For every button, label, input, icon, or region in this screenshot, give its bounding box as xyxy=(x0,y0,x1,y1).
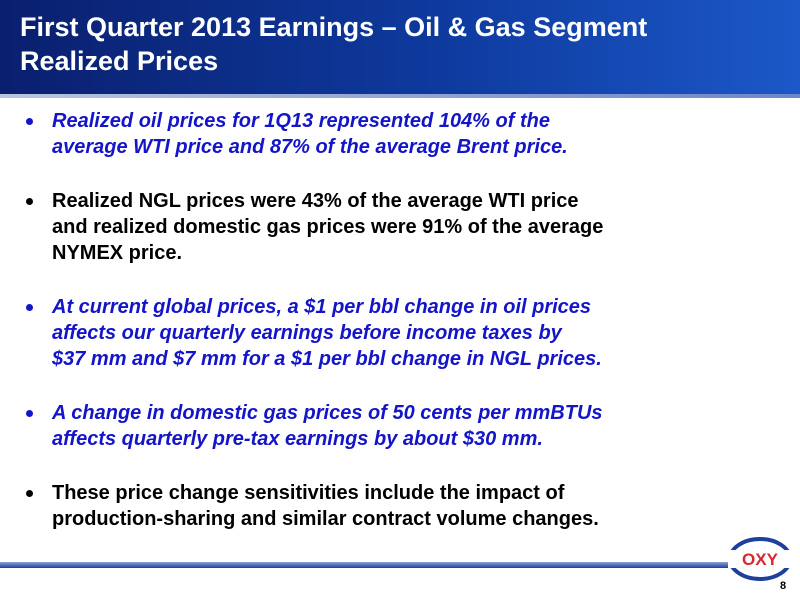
title: Realized Prices xyxy=(20,46,219,76)
bullet: These price change sensitivities include… xyxy=(0,480,800,532)
bullet-dot xyxy=(26,490,33,497)
bullet-line: A change in domestic gas prices of 50 ce… xyxy=(52,402,603,424)
bullet-line: Realized oil prices for 1Q13 represented… xyxy=(52,110,550,132)
bullet: A change in domestic gas prices of 50 ce… xyxy=(0,400,800,452)
page-number: 8 xyxy=(780,580,787,592)
header-rule xyxy=(0,94,800,98)
bullet-dot xyxy=(26,304,33,311)
bullet: Realized oil prices for 1Q13 represented… xyxy=(0,108,800,160)
logo-text: OXY xyxy=(742,550,779,569)
bullet: Realized NGL prices were 43% of the aver… xyxy=(0,188,800,266)
bullet-line: NYMEX price. xyxy=(52,242,183,264)
logo: OXY xyxy=(728,537,792,581)
bullet-line: and realized domestic gas prices were 91… xyxy=(52,216,604,238)
footer-bar xyxy=(0,562,730,568)
bullet-line: affects our quarterly earnings before in… xyxy=(52,322,562,344)
bullet-line: At current global prices, a $1 per bbl c… xyxy=(52,296,592,318)
header-band: First Quarter 2013 Earnings – Oil & Gas … xyxy=(0,0,800,94)
bullet-line: $37 mm and $7 mm for a $1 per bbl change… xyxy=(52,348,602,370)
bullet-line: average WTI price and 87% of the average… xyxy=(52,136,568,158)
title: First Quarter 2013 Earnings – Oil & Gas … xyxy=(20,12,648,42)
bullet-line: affects quarterly pre-tax earnings by ab… xyxy=(52,428,543,450)
bullet-list: Realized oil prices for 1Q13 represented… xyxy=(0,108,800,560)
logo-band xyxy=(728,550,792,568)
bullet-dot xyxy=(26,410,33,417)
bullet-dot xyxy=(26,118,33,125)
bullet-line: These price change sensitivities include… xyxy=(52,482,565,504)
bullet: At current global prices, a $1 per bbl c… xyxy=(0,294,800,372)
bullet-dot xyxy=(26,198,33,205)
bullet-line: Realized NGL prices were 43% of the aver… xyxy=(52,190,579,212)
bullet-line: production-sharing and similar contract … xyxy=(52,508,599,530)
